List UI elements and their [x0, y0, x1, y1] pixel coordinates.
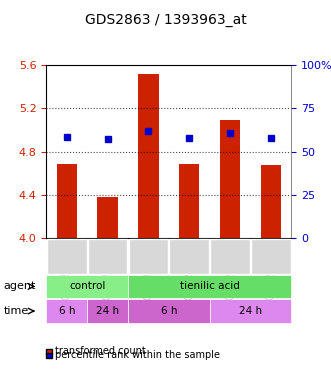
Bar	[220, 120, 240, 238]
Text: time: time	[3, 306, 28, 316]
Text: agent: agent	[3, 281, 36, 291]
Text: control: control	[69, 281, 105, 291]
Bar	[261, 165, 281, 238]
Bar	[57, 164, 77, 238]
Bar	[179, 164, 199, 238]
Text: GDS2863 / 1393963_at: GDS2863 / 1393963_at	[85, 13, 246, 27]
Bar	[138, 74, 159, 238]
Text: tienilic acid: tienilic acid	[180, 281, 240, 291]
Text: transformed count: transformed count	[56, 346, 146, 356]
Text: 6 h: 6 h	[59, 306, 75, 316]
Text: 6 h: 6 h	[161, 306, 177, 316]
Text: 24 h: 24 h	[96, 306, 119, 316]
Text: percentile rank within the sample: percentile rank within the sample	[56, 350, 220, 360]
Bar	[97, 197, 118, 238]
Text: 24 h: 24 h	[239, 306, 262, 316]
